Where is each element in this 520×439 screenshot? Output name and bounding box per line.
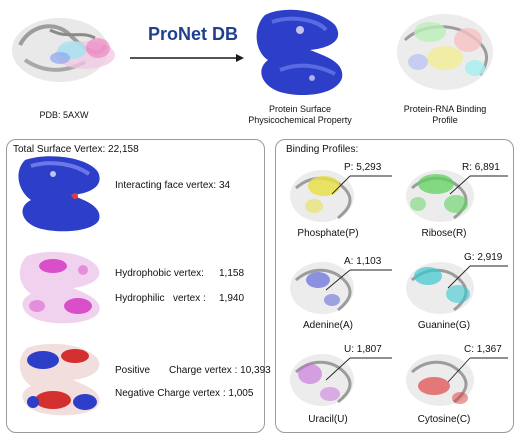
binding-profiles-panel: Binding Profiles: P: 5,293 Phosphate(P) … [275, 139, 514, 433]
adenine-profile-image [290, 262, 392, 314]
guanine-profile-image [406, 262, 508, 314]
rna-binding-image [397, 14, 493, 90]
guanine-label: Guanine(G) [417, 320, 471, 331]
hydrophilic-label-suffix: vertex : [173, 293, 206, 304]
phosphate-profile-image [290, 170, 392, 222]
profile-ribose: R: 6,891 Ribose(R) [398, 158, 510, 242]
uracil-count: U: 1,807 [344, 344, 382, 355]
surface-images [18, 156, 100, 416]
hydrophobic-value: 1,158 [219, 268, 245, 279]
pdb-structure-image [12, 18, 115, 82]
arrow-icon [130, 54, 244, 62]
uracil-label: Uracil(U) [308, 414, 348, 425]
cytosine-profile-image [406, 354, 508, 406]
interacting-surface-image [18, 156, 100, 232]
surface-label-line1: Protein Surface [268, 104, 332, 114]
rna-label: Protein-RNA Binding Profile [385, 104, 505, 126]
guanine-count: G: 2,919 [464, 252, 503, 263]
hydrophilic-value: 1,940 [219, 293, 245, 304]
interacting-label: Interacting face vertex: [115, 180, 217, 191]
surface-label-line2: Physicochemical Property [248, 115, 352, 125]
interacting-value: 34 [219, 180, 231, 191]
profile-guanine: G: 2,919 Guanine(G) [398, 250, 510, 334]
profile-adenine: A: 1,103 Adenine(A) [282, 250, 394, 334]
profile-phosphate: P: 5,293 Phosphate(P) [282, 158, 394, 242]
cytosine-label: Cytosine(C) [417, 414, 471, 425]
uracil-profile-image [290, 354, 392, 406]
hydrophobic-surface-image [19, 251, 100, 324]
hydrophilic-label: Hydrophilic [115, 293, 165, 304]
rna-label-line2: Profile [432, 115, 458, 125]
ribose-profile-image [406, 170, 508, 222]
total-vertex-label: Total Surface Vertex: 22,158 [13, 144, 139, 155]
profile-uracil: U: 1,807 Uracil(U) [282, 342, 394, 428]
surface-property-image [256, 9, 343, 96]
ribose-label: Ribose(R) [421, 228, 467, 239]
profile-cytosine: C: 1,367 Cytosine(C) [398, 342, 510, 428]
positive-charge-text: Charge vertex : 10,393 [169, 365, 271, 376]
binding-profiles-title: Binding Profiles: [286, 144, 359, 155]
positive-label: Positive [115, 365, 151, 376]
adenine-count: A: 1,103 [344, 256, 382, 267]
page-title: ProNet DB [148, 24, 239, 44]
cytosine-count: C: 1,367 [464, 344, 502, 355]
surface-label: Protein Surface Physicochemical Property [240, 104, 360, 126]
pdb-label: PDB: 5AXW [39, 110, 89, 120]
adenine-label: Adenine(A) [302, 320, 354, 331]
hydrophobic-label: Hydrophobic vertex: [115, 268, 204, 279]
surface-property-panel: Total Surface Vertex: 22,158 Interacting [6, 139, 271, 433]
rna-label-line1: Protein-RNA Binding [403, 104, 487, 114]
phosphate-label: Phosphate(P) [297, 228, 359, 239]
ribose-count: R: 6,891 [462, 162, 500, 173]
charge-surface-image [19, 343, 100, 416]
negative-charge-text: Negative Charge vertex : 1,005 [115, 388, 254, 399]
phosphate-count: P: 5,293 [344, 162, 382, 173]
